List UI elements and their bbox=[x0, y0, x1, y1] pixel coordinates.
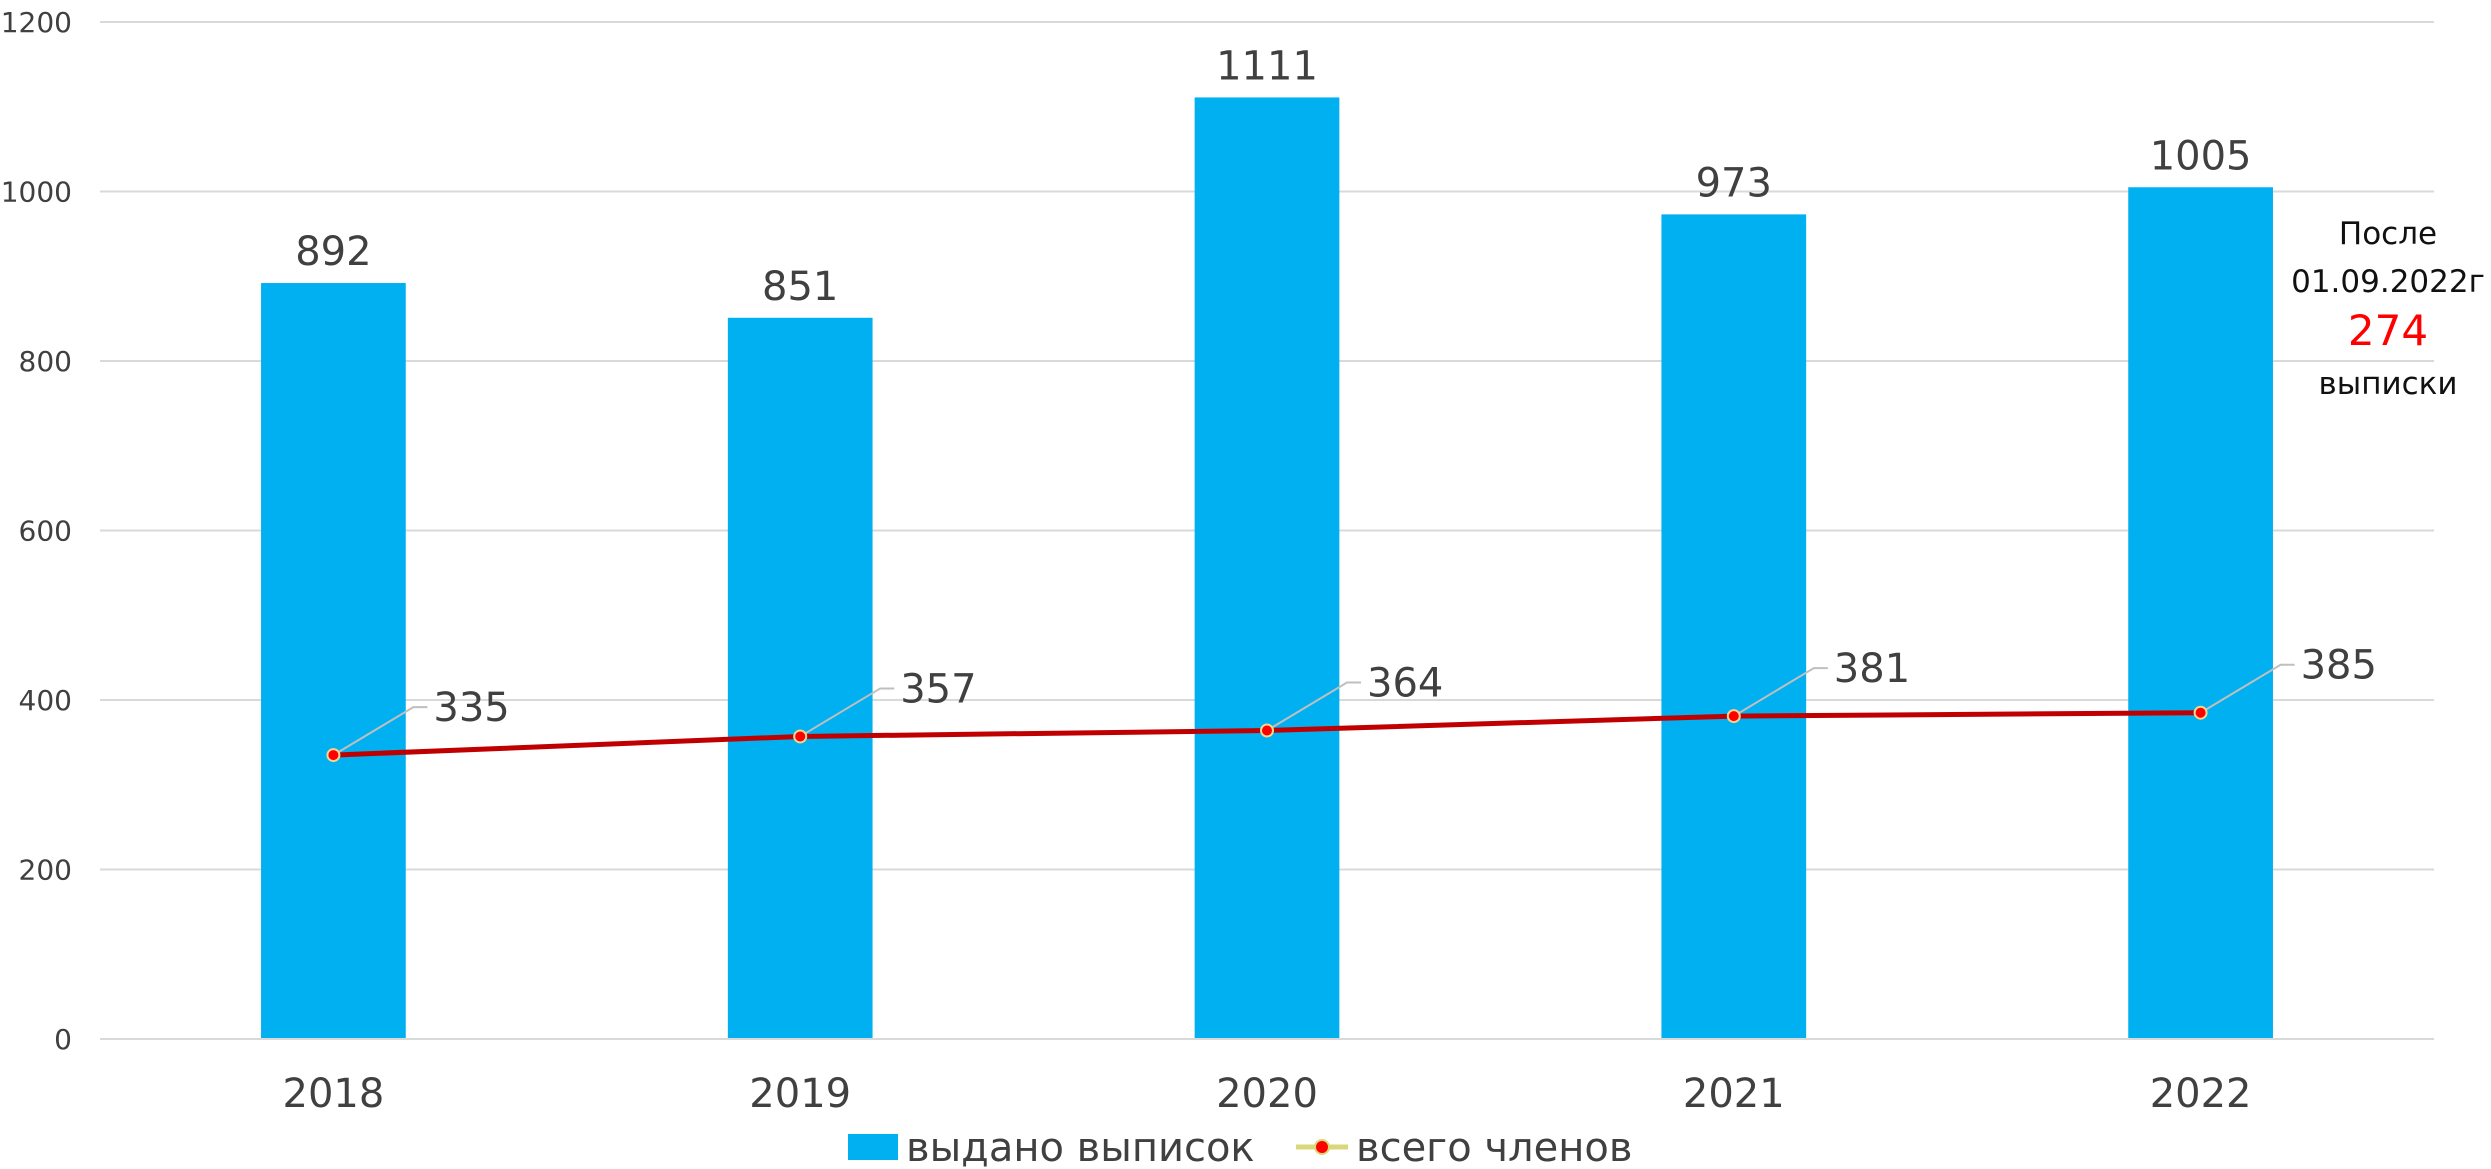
y-tick-label: 1000 bbox=[1, 176, 72, 209]
line-value-label: 364 bbox=[1367, 661, 1443, 707]
line-data-labels: 335 357 364 381 385 bbox=[433, 643, 2377, 731]
line-value-label: 381 bbox=[1834, 646, 1910, 692]
leader-line bbox=[2200, 663, 2295, 714]
legend-label-line: всего членов bbox=[1356, 1125, 1632, 1169]
leader-line bbox=[1733, 667, 1828, 717]
note-line-3: выписки bbox=[2318, 366, 2457, 402]
legend-swatch-marker bbox=[1314, 1139, 1330, 1155]
leader-line bbox=[332, 706, 428, 756]
leader-line bbox=[1266, 681, 1361, 732]
bar bbox=[2128, 187, 2273, 1039]
bar bbox=[261, 283, 406, 1039]
bar-value-label: 851 bbox=[762, 264, 838, 310]
y-tick-label: 800 bbox=[19, 345, 72, 378]
y-tick-label: 1200 bbox=[1, 6, 72, 39]
legend-swatch-bars bbox=[848, 1134, 898, 1160]
y-tick-label: 600 bbox=[19, 515, 72, 548]
bar-series bbox=[261, 97, 2273, 1040]
line-marker bbox=[326, 748, 341, 763]
x-category-label: 2018 bbox=[283, 1071, 385, 1117]
y-axis-tick-labels: 0 200 400 600 800 1000 1200 bbox=[1, 6, 72, 1056]
y-tick-label: 400 bbox=[19, 684, 72, 717]
x-axis-category-labels: 2018 2019 2020 2021 2022 bbox=[283, 1071, 2252, 1117]
x-category-label: 2021 bbox=[1683, 1071, 1785, 1117]
leader-line bbox=[799, 687, 895, 738]
line-marker bbox=[2193, 705, 2208, 720]
note-line-1: После bbox=[2339, 216, 2437, 252]
bar-value-label: 1005 bbox=[2150, 133, 2252, 179]
x-category-label: 2022 bbox=[2150, 1071, 2252, 1117]
bar bbox=[1661, 214, 1807, 1039]
bar-value-label: 892 bbox=[295, 229, 371, 275]
note-value: 274 bbox=[2348, 306, 2428, 355]
bar-data-labels: 892 851 1111 973 1005 bbox=[295, 43, 2251, 309]
legend: выдано выписок всего членов bbox=[848, 1125, 1632, 1169]
line-value-label: 357 bbox=[900, 666, 976, 712]
note-line-2: 01.09.2022г bbox=[2291, 264, 2485, 300]
y-tick-label: 0 bbox=[54, 1023, 72, 1056]
bar bbox=[727, 317, 873, 1040]
line-marker bbox=[793, 729, 808, 744]
x-category-label: 2019 bbox=[749, 1071, 851, 1117]
bar-value-label: 1111 bbox=[1216, 43, 1318, 89]
y-tick-label: 200 bbox=[19, 854, 72, 887]
annotation-note: После 01.09.2022г 274 выписки bbox=[2291, 216, 2485, 402]
line-marker bbox=[1260, 723, 1274, 738]
x-category-label: 2020 bbox=[1216, 1071, 1318, 1117]
legend-label-bars: выдано выписок bbox=[906, 1125, 1255, 1169]
line-marker bbox=[1726, 709, 1741, 724]
line-value-label: 385 bbox=[2301, 643, 2377, 689]
bar bbox=[1194, 97, 1340, 1040]
line-label-leader-lines bbox=[332, 663, 2295, 756]
line-value-label: 335 bbox=[433, 685, 509, 731]
line-series-markers bbox=[326, 705, 2208, 763]
bar-value-label: 973 bbox=[1696, 160, 1772, 206]
